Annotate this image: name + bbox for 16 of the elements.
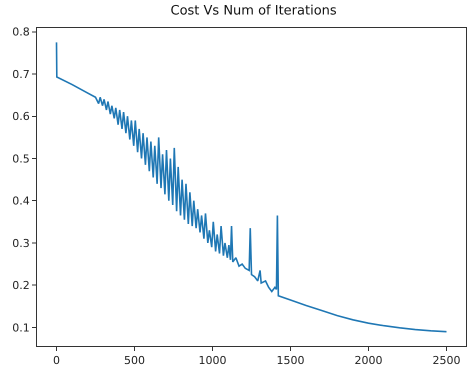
x-tick-label: 500: [124, 354, 145, 368]
y-tick-label: 0.8: [12, 26, 30, 39]
chart-title: Cost Vs Num of Iterations: [170, 4, 337, 19]
y-tick-label: 0.6: [12, 110, 30, 124]
line-series: [56, 42, 448, 332]
x-tick-label: 2500: [432, 354, 460, 368]
y-tick-label: 0.3: [12, 236, 30, 250]
y-tick-label: 0.2: [12, 279, 30, 292]
x-tick-label: 1000: [198, 354, 226, 368]
y-tick-label: 0.1: [12, 321, 30, 334]
y-tick-label: 0.7: [12, 68, 30, 81]
x-tick-label: 1500: [276, 354, 304, 368]
x-tick-label: 0: [53, 354, 60, 368]
x-tick-label: 2000: [354, 354, 382, 368]
y-tick-label: 0.4: [12, 194, 30, 208]
y-tick-label: 0.5: [12, 152, 30, 166]
